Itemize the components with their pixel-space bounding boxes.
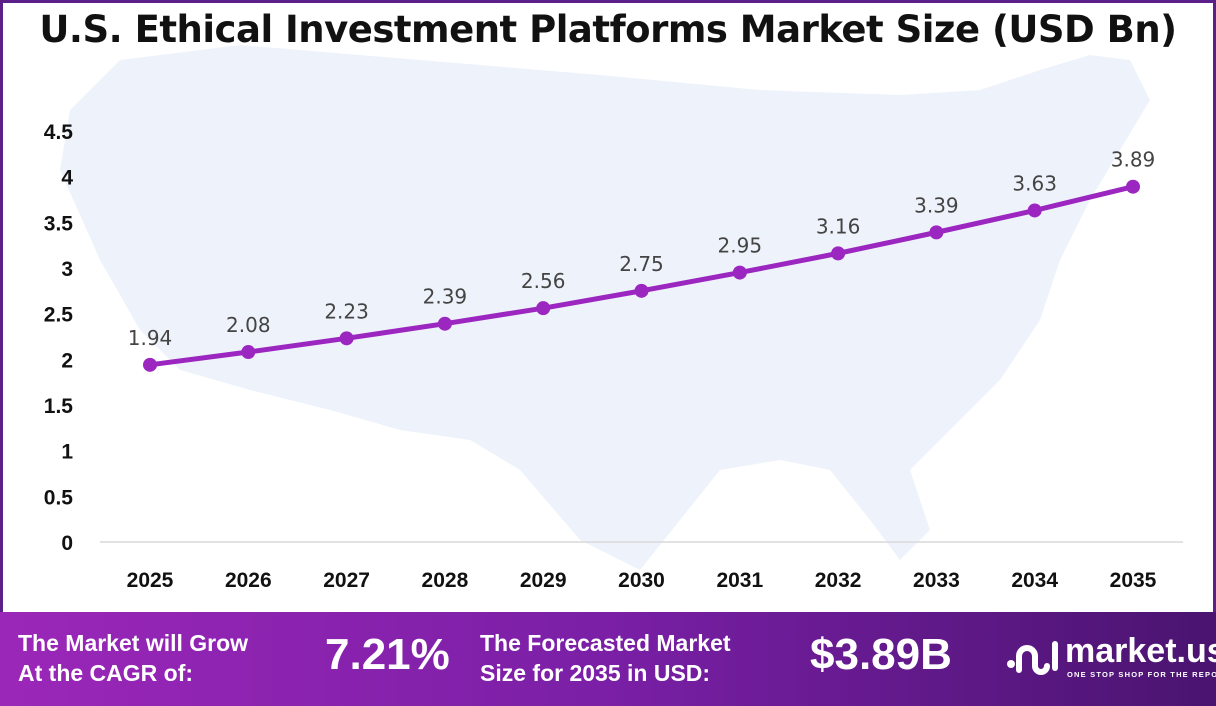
logo-tagline: ONE STOP SHOP FOR THE REPORTS — [1067, 670, 1216, 679]
y-tick-label: 4 — [61, 167, 73, 190]
data-label: 3.39 — [914, 193, 959, 217]
data-label: 2.08 — [226, 313, 271, 337]
x-tick-label: 2025 — [127, 569, 174, 592]
forecast-value: $3.89B — [810, 630, 952, 679]
y-tick-label: 2.5 — [44, 304, 74, 327]
cagr-label-line1: The Market will Grow — [18, 630, 249, 656]
market-us-logo: market.us ONE STOP SHOP FOR THE REPORTS — [1005, 632, 1216, 685]
x-tick-label: 2033 — [913, 569, 960, 592]
data-label: 3.16 — [816, 214, 861, 238]
x-tick-label: 2030 — [618, 569, 665, 592]
y-tick-label: 3 — [61, 258, 73, 281]
forecast-label-line1: The Forecasted Market — [480, 630, 731, 656]
x-tick-label: 2032 — [815, 569, 862, 592]
cagr-label-line2: At the CAGR of: — [18, 660, 194, 686]
x-tick-label: 2026 — [225, 569, 272, 592]
y-tick-label: 1 — [61, 441, 73, 464]
cagr-value: 7.21% — [325, 630, 450, 679]
chart-title: U.S. Ethical Investment Platforms Market… — [39, 8, 1177, 51]
x-tick-label: 2031 — [716, 569, 763, 592]
data-label: 2.95 — [718, 234, 763, 258]
data-point — [536, 301, 551, 316]
x-tick-label: 2029 — [520, 569, 567, 592]
x-tick-label: 2034 — [1011, 569, 1058, 592]
logo-name: market.us — [1065, 632, 1216, 670]
data-point — [831, 246, 846, 261]
logo-mark-icon — [1007, 641, 1058, 675]
data-label: 3.63 — [1012, 171, 1057, 195]
us-map-background — [60, 45, 1150, 570]
y-tick-label: 2 — [61, 349, 73, 372]
data-point — [241, 345, 256, 360]
y-tick-label: 4.5 — [44, 121, 74, 144]
y-tick-label: 0 — [61, 532, 73, 555]
data-label: 2.75 — [619, 252, 664, 276]
data-point — [634, 283, 649, 298]
cagr-label: The Market will Grow At the CAGR of: — [18, 628, 248, 688]
data-label: 3.89 — [1111, 148, 1156, 172]
data-label: 2.39 — [423, 285, 468, 309]
data-point — [437, 316, 452, 331]
data-point — [143, 357, 157, 372]
forecast-label-line2: Size for 2035 in USD: — [480, 660, 711, 686]
forecast-label: The Forecasted Market Size for 2035 in U… — [480, 628, 731, 688]
line-chart: 0 0.5 1 1.5 2 2.5 3 3.5 4 4.5 2025 2026 2027 2028 2029… — [44, 45, 1183, 592]
x-tick-label: 2035 — [1110, 569, 1157, 592]
x-tick-label: 2027 — [323, 569, 370, 592]
y-tick-label: 0.5 — [44, 486, 74, 509]
data-label: 1.94 — [128, 326, 173, 350]
data-label: 2.56 — [521, 269, 566, 293]
data-point — [339, 331, 354, 346]
data-point — [929, 225, 944, 240]
data-point — [732, 265, 747, 280]
footer-banner: The Market will Grow At the CAGR of: 7.2… — [0, 612, 1216, 706]
y-tick-label: 3.5 — [44, 212, 74, 235]
x-tick-label: 2028 — [422, 569, 469, 592]
data-point — [1027, 203, 1042, 218]
data-point — [1126, 179, 1140, 194]
y-tick-label: 1.5 — [44, 395, 74, 418]
data-label: 2.23 — [324, 299, 369, 323]
